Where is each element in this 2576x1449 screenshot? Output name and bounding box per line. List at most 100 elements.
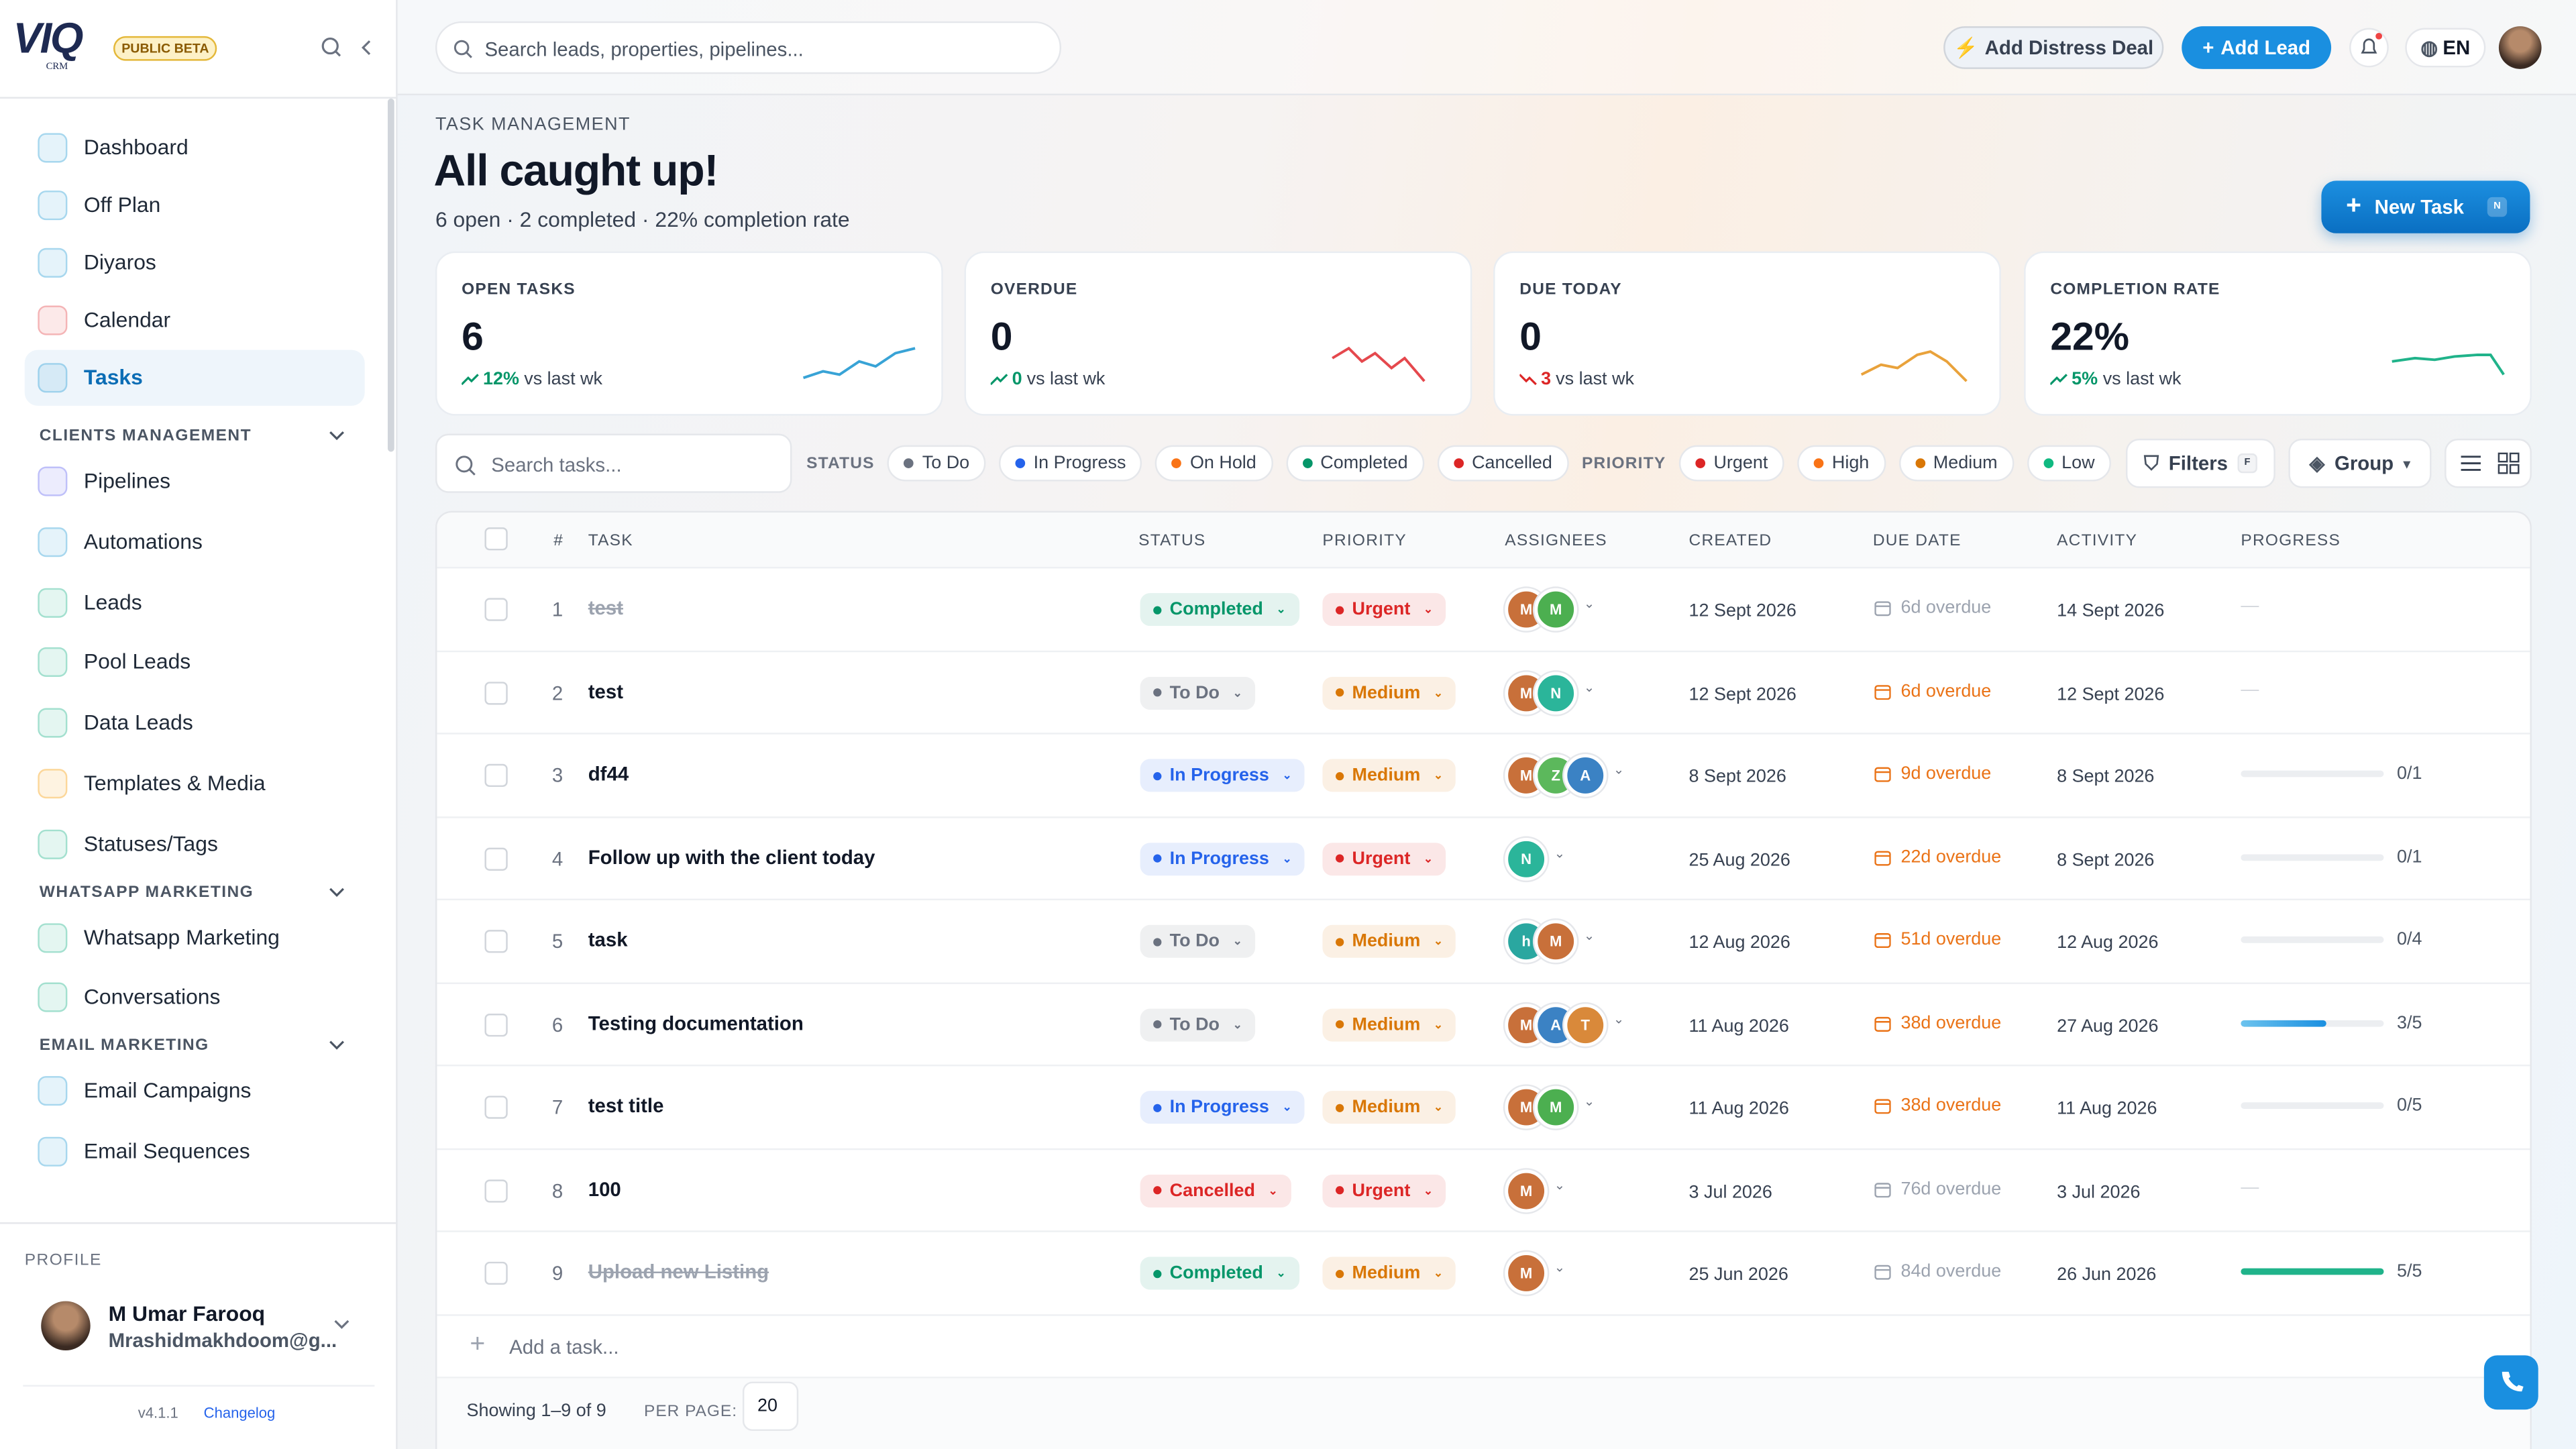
chevron[interactable]	[333, 1318, 350, 1331]
filter-pill[interactable]: Cancelled	[1437, 445, 1569, 482]
filter-pill[interactable]: High	[1797, 445, 1886, 482]
priority-pill[interactable]: Medium ⌄	[1322, 676, 1456, 709]
row-checkbox[interactable]	[484, 847, 508, 870]
row-checkbox[interactable]	[484, 1261, 508, 1285]
priority-pill[interactable]: Medium ⌄	[1322, 1256, 1456, 1290]
notifications[interactable]	[2349, 28, 2389, 68]
task-row[interactable]: 9 Upload new Listing Completed ⌄ Medium ⌄ M ⌄ 25…	[437, 1232, 2530, 1316]
nav-item[interactable]: Tasks	[24, 350, 365, 406]
distress-button[interactable]: ⚡ Add Distress Deal	[1943, 26, 2164, 69]
priority-pill-label: Urgent	[1352, 1180, 1411, 1200]
collapse[interactable]	[329, 885, 345, 898]
nav-item[interactable]: Statuses/Tags	[25, 816, 365, 872]
status-pill[interactable]: In Progress ⌄	[1140, 842, 1305, 875]
task-row[interactable]: 6 Testing documentation To Do ⌄ Medium ⌄ M A T ⌄ 1…	[437, 983, 2530, 1067]
status-pill[interactable]: To Do ⌄	[1140, 676, 1256, 709]
filter-pill[interactable]: On Hold	[1155, 445, 1273, 482]
stat-change: 0	[1012, 370, 1022, 390]
status-pill[interactable]: To Do ⌄	[1140, 924, 1256, 958]
task-row[interactable]: 2 test To Do ⌄ Medium ⌄ M N ⌄ 12 Sept 2026 6d over…	[437, 651, 2530, 735]
task-row[interactable]: 3 df44 In Progress ⌄ Medium ⌄ M Z A ⌄ 8 Sept 2026 9…	[437, 735, 2530, 818]
pill-label: On Hold	[1189, 453, 1256, 474]
assignee-avatar: N	[1534, 671, 1578, 714]
filter-pill[interactable]: Medium	[1898, 445, 2015, 482]
status-pill[interactable]: Completed ⌄	[1140, 593, 1299, 627]
add-task-row[interactable]: + Add a task...	[437, 1315, 2530, 1378]
group-label: Group	[2334, 451, 2394, 475]
nav-item[interactable]: Conversations	[25, 970, 365, 1026]
user-avatar[interactable]	[2498, 26, 2542, 69]
priority-pill[interactable]: Medium ⌄	[1322, 924, 1456, 958]
row-checkbox[interactable]	[484, 681, 508, 704]
nav-item[interactable]: Data Leads	[25, 695, 365, 751]
nav-item[interactable]: Whatsapp Marketing	[25, 910, 365, 965]
stat-card: COMPLETION RATE 22% 5% vs last wk	[2024, 251, 2532, 416]
new-task-button[interactable]: + New Task N	[2321, 180, 2530, 233]
select-all[interactable]	[484, 527, 508, 551]
nav-item[interactable]: Email Sequences	[25, 1124, 365, 1179]
language[interactable]: ◍ EN	[2405, 28, 2486, 68]
activity-date: 11 Aug 2026	[2057, 1099, 2157, 1119]
task-row[interactable]: 4 Follow up with the client today In Progr…	[437, 817, 2530, 901]
filter-pill[interactable]: In Progress	[999, 445, 1142, 482]
priority-pill[interactable]: Urgent ⌄	[1322, 842, 1446, 875]
nav-item[interactable]: Dashboard	[25, 120, 365, 176]
view-toggle[interactable]	[2445, 438, 2532, 488]
filters-button[interactable]: ⛉ Filters F	[2126, 438, 2275, 488]
status-pill[interactable]: Cancelled ⌄	[1140, 1173, 1291, 1207]
profile-name: M Umar Farooq	[108, 1301, 266, 1326]
priority-pill-label: Medium	[1352, 1014, 1421, 1034]
filter-pill[interactable]: To Do	[888, 445, 986, 482]
row-checkbox[interactable]	[484, 763, 508, 788]
status-pill[interactable]: To Do ⌄	[1140, 1008, 1256, 1041]
filter-pill[interactable]: Completed	[1285, 445, 1425, 482]
sidebar-tools[interactable]	[321, 36, 380, 59]
row-checkbox[interactable]	[484, 598, 508, 621]
row-checkbox[interactable]	[484, 1095, 508, 1119]
nav-item[interactable]: Diyaros	[25, 235, 365, 290]
filter-pill[interactable]: Urgent	[1679, 445, 1784, 482]
priority-pill[interactable]: Medium ⌄	[1322, 1091, 1456, 1124]
collapse[interactable]	[329, 429, 345, 442]
nav-item[interactable]: Email Campaigns	[25, 1063, 365, 1119]
nav-item[interactable]: Leads	[25, 574, 365, 630]
nav-item[interactable]: Templates & Media	[25, 756, 365, 812]
trend-arrow	[990, 374, 1008, 386]
task-row[interactable]: 1 test Completed ⌄ Urgent ⌄ M M ⌄ 12 Sept 2026 6d …	[437, 568, 2530, 652]
group-button[interactable]: ◈ Group ▾	[2288, 438, 2432, 488]
add-task-label: Add a task...	[509, 1334, 619, 1358]
add-lead-button[interactable]: + Add Lead	[2182, 26, 2332, 69]
global-search[interactable]: Search leads, properties, pipelines...	[435, 21, 1062, 74]
task-row[interactable]: 8 100 Cancelled ⌄ Urgent ⌄ M ⌄ 3 Jul 2026 76d ove…	[437, 1149, 2530, 1232]
nav-item[interactable]: Pool Leads	[25, 635, 365, 690]
row-checkbox[interactable]	[484, 1012, 508, 1036]
nav-item[interactable]: Automations	[25, 514, 365, 570]
nav-item[interactable]: Off Plan	[25, 177, 365, 233]
status-pill[interactable]: In Progress ⌄	[1140, 759, 1305, 792]
chevron: ⌄	[1276, 1268, 1286, 1280]
status-pill[interactable]: In Progress ⌄	[1140, 1091, 1305, 1124]
per-page-select[interactable]: 20	[742, 1381, 799, 1430]
chevron: ⌄	[1613, 1011, 1625, 1026]
filter-pill[interactable]: Low	[2027, 445, 2112, 482]
task-row[interactable]: 5 task To Do ⌄ Medium ⌄ h M ⌄ 12 Aug 2026 51d over…	[437, 900, 2530, 983]
priority-pill[interactable]: Medium ⌄	[1322, 1008, 1456, 1041]
chevron: ⌄	[1282, 1102, 1292, 1114]
call-button[interactable]	[2483, 1355, 2538, 1410]
collapse[interactable]	[329, 1038, 345, 1052]
row-checkbox[interactable]	[484, 1179, 508, 1202]
task-row[interactable]: 7 test title In Progress ⌄ Medium ⌄ M M ⌄ 11 Aug …	[437, 1066, 2530, 1150]
nav-item[interactable]: Pipelines	[25, 453, 365, 509]
nav-item[interactable]: Calendar	[25, 292, 365, 348]
row-checkbox[interactable]	[484, 930, 508, 953]
page-title: All caught up!	[433, 146, 719, 196]
status-pill[interactable]: Completed ⌄	[1140, 1256, 1299, 1290]
task-search[interactable]: Search tasks...	[435, 433, 792, 493]
priority-pill[interactable]: Medium ⌄	[1322, 759, 1456, 792]
pill-label: Low	[2061, 453, 2095, 474]
changelog-link[interactable]: Changelog	[203, 1404, 276, 1421]
nav-label: Leads	[83, 589, 142, 614]
priority-pill[interactable]: Urgent ⌄	[1322, 593, 1446, 627]
priority-pill[interactable]: Urgent ⌄	[1322, 1173, 1446, 1207]
column-header: ASSIGNEES	[1505, 532, 1607, 551]
